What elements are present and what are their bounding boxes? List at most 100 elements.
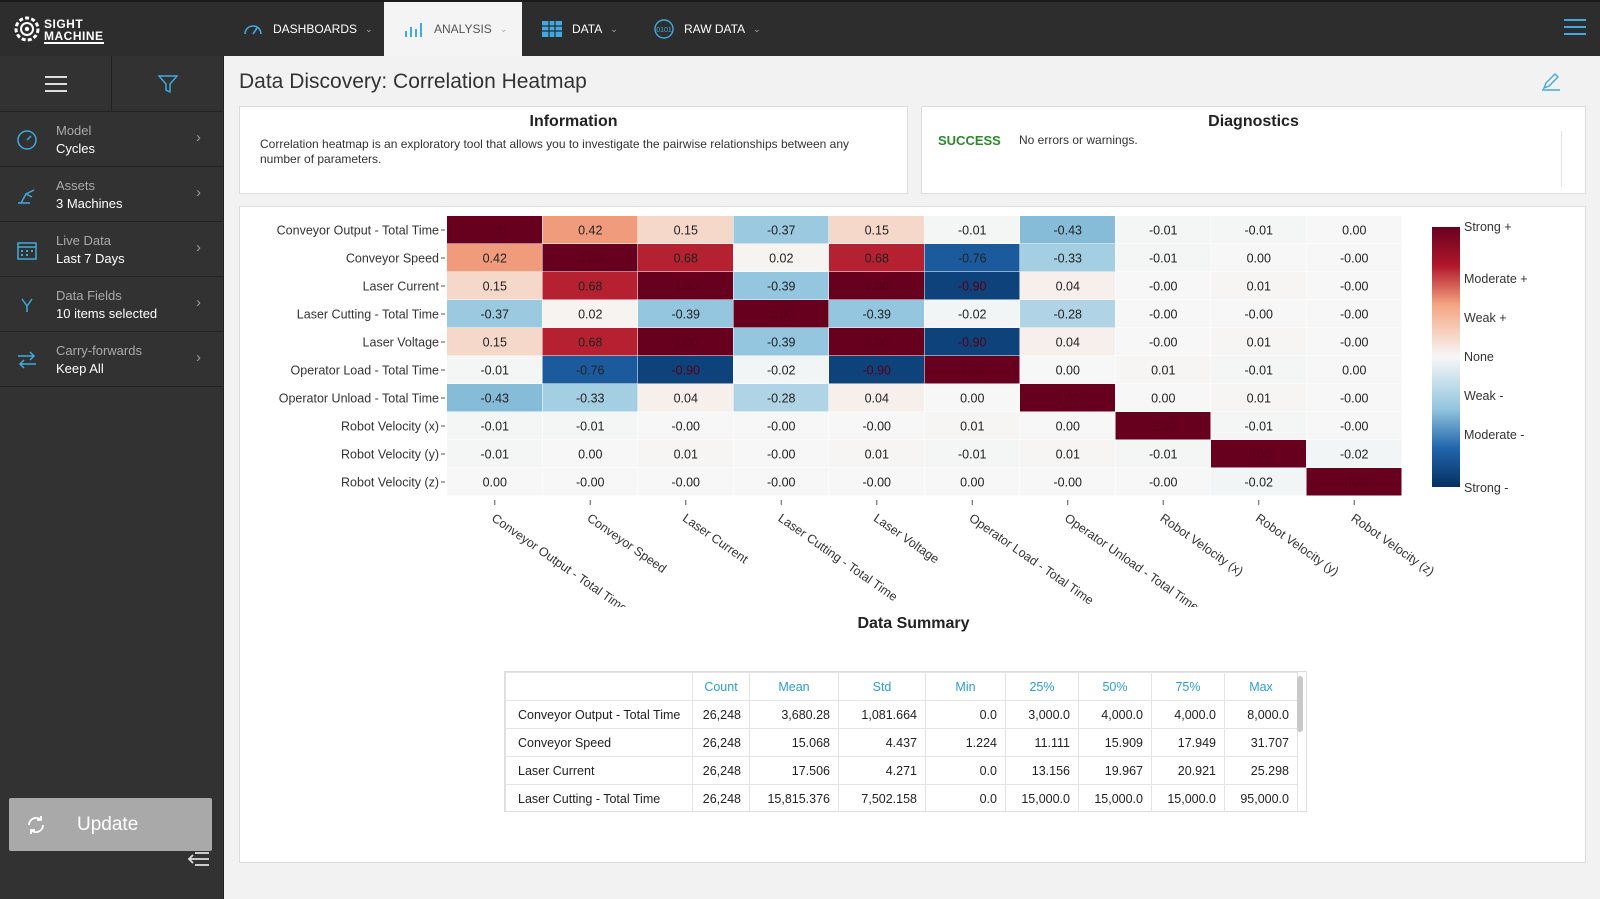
heatmap-cell[interactable] [638,244,733,272]
heatmap-cell[interactable] [638,300,733,328]
summary-header-cell[interactable]: Min [925,672,1006,701]
summary-header-cell[interactable]: 75% [1151,672,1225,701]
heatmap-cell[interactable] [1115,356,1211,384]
heatmap-cell[interactable] [733,412,829,440]
diagnostics-scrollbar[interactable] [1561,131,1575,187]
heatmap-cell[interactable] [1306,384,1402,412]
heatmap-cell[interactable] [1211,440,1306,468]
heatmap-cell[interactable] [542,272,638,300]
heatmap-cell[interactable] [1115,468,1211,496]
heatmap-cell[interactable] [542,216,638,244]
heatmap-cell[interactable] [638,384,733,412]
heatmap-cell[interactable] [924,356,1020,384]
heatmap-cell[interactable] [1020,412,1115,440]
heatmap-cell[interactable] [924,272,1020,300]
heatmap-cell[interactable] [1115,300,1211,328]
tab-raw-data[interactable]: 0101 RAW DATA ⌄ [654,2,774,56]
heatmap-cell[interactable] [733,328,829,356]
heatmap-cell[interactable] [1211,244,1306,272]
summary-header-cell[interactable] [505,672,693,701]
menu-icon[interactable] [1564,18,1586,36]
heatmap-cell[interactable] [924,440,1020,468]
heatmap-cell[interactable] [447,468,542,496]
heatmap-cell[interactable] [1211,328,1306,356]
summary-header-cell[interactable]: Count [692,672,750,701]
heatmap-cell[interactable] [1020,272,1115,300]
heatmap-cell[interactable] [1020,300,1115,328]
heatmap-cell[interactable] [447,440,542,468]
heatmap-cell[interactable] [829,216,924,244]
heatmap-cell[interactable] [447,384,542,412]
heatmap-cell[interactable] [829,440,924,468]
sidebar-menu-button[interactable] [0,56,112,111]
sidebar-item-assets[interactable]: Assets 3 Machines › [0,167,223,222]
tab-dashboards[interactable]: DASHBOARDS ⌄ [243,2,381,56]
summary-header-cell[interactable]: Std [838,672,926,701]
heatmap-cell[interactable] [542,440,638,468]
heatmap-cell[interactable] [924,244,1020,272]
heatmap-cell[interactable] [924,384,1020,412]
heatmap-cell[interactable] [829,356,924,384]
heatmap-cell[interactable] [733,300,829,328]
heatmap-cell[interactable] [1020,356,1115,384]
summary-header-cell[interactable]: 50% [1078,672,1152,701]
heatmap-cell[interactable] [1115,384,1211,412]
heatmap-cell[interactable] [1020,216,1115,244]
summary-header-cell[interactable]: Max [1224,672,1298,701]
heatmap-cell[interactable] [1306,244,1402,272]
heatmap-cell[interactable] [447,272,542,300]
heatmap-cell[interactable] [1306,468,1402,496]
heatmap-cell[interactable] [447,328,542,356]
heatmap-cell[interactable] [733,468,829,496]
sidebar-item-data-fields[interactable]: Data Fields 10 items selected › [0,277,223,332]
heatmap-cell[interactable] [1115,216,1211,244]
heatmap-cell[interactable] [733,356,829,384]
heatmap-cell[interactable] [447,244,542,272]
heatmap-cell[interactable] [829,468,924,496]
heatmap-cell[interactable] [924,328,1020,356]
update-button[interactable]: Update [9,798,212,851]
heatmap-cell[interactable] [1211,216,1306,244]
heatmap-cell[interactable] [1211,384,1306,412]
heatmap-cell[interactable] [829,244,924,272]
heatmap-cell[interactable] [542,300,638,328]
heatmap-cell[interactable] [1211,356,1306,384]
heatmap-cell[interactable] [924,300,1020,328]
heatmap-cell[interactable] [542,356,638,384]
heatmap-cell[interactable] [542,384,638,412]
heatmap-cell[interactable] [1306,356,1402,384]
heatmap-cell[interactable] [1211,300,1306,328]
edit-icon[interactable] [1540,70,1562,92]
heatmap-cell[interactable] [829,272,924,300]
heatmap-cell[interactable] [1211,468,1306,496]
heatmap-cell[interactable] [829,300,924,328]
heatmap-cell[interactable] [542,468,638,496]
heatmap-cell[interactable] [447,300,542,328]
heatmap-cell[interactable] [1020,328,1115,356]
heatmap-cell[interactable] [829,384,924,412]
tab-data[interactable]: DATA ⌄ [542,2,642,56]
heatmap-cell[interactable] [924,412,1020,440]
heatmap-cell[interactable] [1115,328,1211,356]
heatmap-cell[interactable] [638,272,733,300]
summary-header-cell[interactable]: 25% [1005,672,1079,701]
sidebar-item-carry-forwards[interactable]: Carry-forwards Keep All › [0,332,223,387]
heatmap-cell[interactable] [638,328,733,356]
heatmap-cell[interactable] [638,468,733,496]
heatmap-cell[interactable] [542,328,638,356]
sidebar-item-live-data[interactable]: Live Data Last 7 Days › [0,222,223,277]
heatmap-cell[interactable] [1020,244,1115,272]
heatmap-cell[interactable] [638,412,733,440]
heatmap-cell[interactable] [829,328,924,356]
sight-machine-logo[interactable]: SIGHT MACHINE [14,14,114,46]
heatmap-cell[interactable] [638,440,733,468]
heatmap-cell[interactable] [1211,272,1306,300]
heatmap-cell[interactable] [733,440,829,468]
heatmap-cell[interactable] [1020,384,1115,412]
heatmap-cell[interactable] [1115,440,1211,468]
heatmap-cell[interactable] [829,412,924,440]
heatmap-cell[interactable] [638,356,733,384]
sidebar-item-model[interactable]: Model Cycles › [0,112,223,167]
heatmap-cell[interactable] [638,216,733,244]
summary-header-cell[interactable]: Mean [749,672,839,701]
